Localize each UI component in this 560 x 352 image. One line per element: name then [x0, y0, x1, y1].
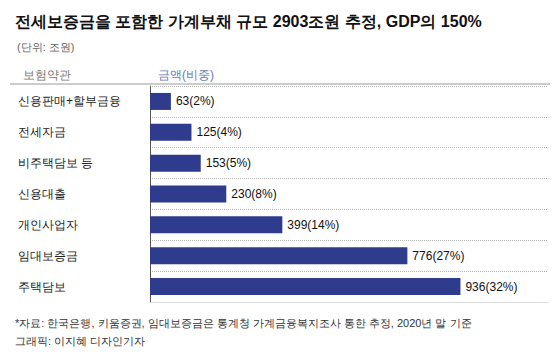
svg-text:125(4%): 125(4%): [196, 125, 241, 139]
svg-text:230(8%): 230(8%): [231, 187, 276, 201]
svg-text:보험약관: 보험약관: [23, 68, 71, 82]
svg-text:그래픽: 이지혜 디자인기자: 그래픽: 이지혜 디자인기자: [15, 335, 145, 347]
svg-text:개인사업자: 개인사업자: [18, 218, 78, 232]
svg-text:신용대출: 신용대출: [18, 187, 66, 201]
svg-text:936(32%): 936(32%): [465, 280, 517, 294]
svg-text:*자료: 한국은행, 키움증권, 임대보증금은 통계청 가계: *자료: 한국은행, 키움증권, 임대보증금은 통계청 가계금융복지조사 통한 …: [15, 317, 472, 329]
svg-text:(단위: 조원): (단위: 조원): [17, 41, 74, 53]
svg-text:153(5%): 153(5%): [206, 156, 251, 170]
svg-text:전세자금: 전세자금: [18, 125, 66, 139]
svg-text:비주택담보 등: 비주택담보 등: [18, 156, 93, 170]
svg-text:776(27%): 776(27%): [412, 249, 464, 263]
svg-text:63(2%): 63(2%): [176, 94, 215, 108]
svg-text:주택담보: 주택담보: [18, 280, 66, 294]
svg-text:신용판매+할부금융: 신용판매+할부금융: [18, 94, 121, 108]
svg-text:399(14%): 399(14%): [287, 218, 339, 232]
svg-text:금액(비중): 금액(비중): [158, 68, 214, 82]
svg-text:전세보증금을 포함한 가계부채 규모 2903조원 추정,: 전세보증금을 포함한 가계부채 규모 2903조원 추정, GDP의 150%: [15, 13, 482, 30]
svg-text:임대보증금: 임대보증금: [18, 249, 78, 263]
